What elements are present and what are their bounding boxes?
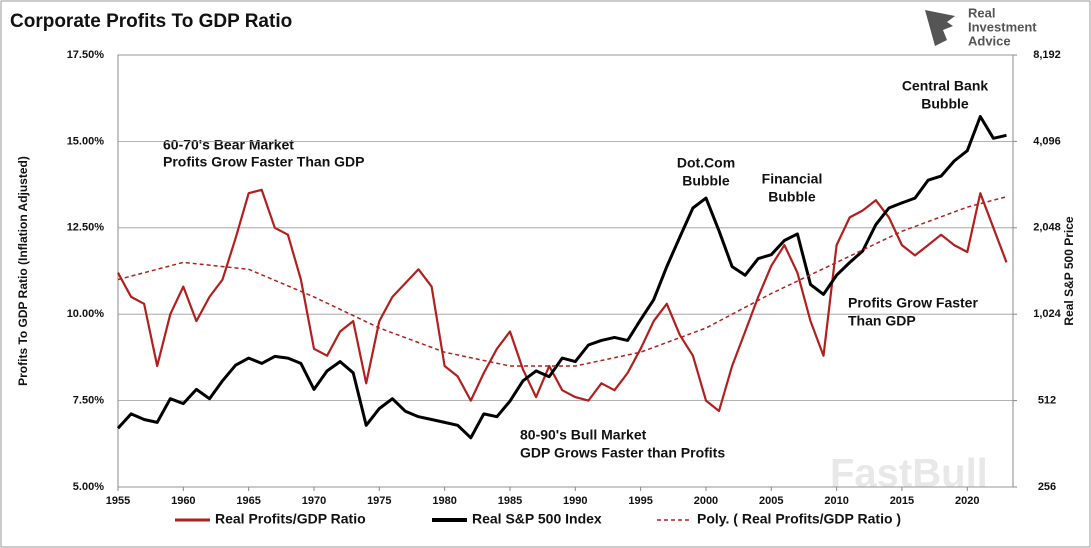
watermark: FastBull	[830, 452, 988, 496]
x-tick-label: 1960	[171, 495, 195, 507]
annotation: 80-90's Bull Market	[520, 427, 647, 443]
y2-tick-label: 1,024	[1033, 308, 1061, 320]
logo-icon	[925, 10, 955, 46]
x-tick-label: 1995	[628, 495, 652, 507]
y-tick-label: 17.50%	[67, 49, 105, 61]
annotation: Bubble	[921, 96, 969, 112]
y2-tick-label: 512	[1038, 395, 1056, 407]
x-tick-label: 1955	[106, 495, 130, 507]
y-tick-label: 7.50%	[73, 395, 104, 407]
logo-text: Real	[968, 5, 995, 20]
y-tick-label: 5.00%	[73, 481, 104, 493]
legend: Real Profits/GDP Ratio Real S&P 500 Inde…	[175, 511, 901, 527]
y2-tick-label: 256	[1038, 481, 1056, 493]
y-tick-label: 10.00%	[67, 308, 105, 320]
series-line	[117, 195, 1007, 367]
annotation: Profits Grow Faster	[848, 295, 978, 311]
annotation: Bubble	[682, 173, 730, 189]
y-tick-label: 15.00%	[67, 135, 105, 147]
x-tick-label: 2020	[955, 495, 979, 507]
x-tick-label: 1980	[432, 495, 456, 507]
annotation: Profits Grow Faster Than GDP	[163, 154, 364, 170]
y2-tick-label: 8,192	[1033, 49, 1061, 61]
series-line	[116, 115, 1007, 440]
x-tick-label: 2010	[824, 495, 848, 507]
y2-tick-label: 4,096	[1033, 135, 1061, 147]
chart-title: Corporate Profits To GDP Ratio	[10, 11, 292, 32]
logo-text: Advice	[968, 33, 1011, 48]
y-tick-label: 12.50%	[67, 222, 105, 234]
logo: Real Investment Advice	[925, 5, 1037, 48]
legend-label: Poly. ( Real Profits/GDP Ratio )	[697, 511, 901, 527]
legend-label: Real Profits/GDP Ratio	[215, 511, 366, 527]
annotation: GDP Grows Faster than Profits	[520, 445, 725, 461]
x-tick-label: 1985	[498, 495, 522, 507]
x-tick-label: 1975	[367, 495, 391, 507]
x-tick-label: 2005	[759, 495, 783, 507]
annotation: Dot.Com	[677, 155, 735, 171]
x-tick-label: 1970	[302, 495, 326, 507]
series-line	[117, 188, 1008, 413]
annotation: Financial	[762, 171, 823, 187]
annotation: Central Bank	[902, 78, 989, 94]
annotation: Than GDP	[848, 313, 916, 329]
y2-axis-title: Real S&P 500 Price	[1062, 216, 1076, 326]
x-tick-label: 1990	[563, 495, 587, 507]
y2-tick-label: 2,048	[1033, 222, 1061, 234]
x-tick-label: 1965	[236, 495, 260, 507]
x-tick-label: 2015	[890, 495, 914, 507]
annotation: Bubble	[768, 189, 816, 205]
logo-text: Investment	[968, 19, 1037, 34]
x-tick-label: 2000	[694, 495, 718, 507]
annotation: 60-70's Bear Market	[163, 137, 294, 153]
legend-label: Real S&P 500 Index	[472, 511, 602, 527]
y-axis-title: Profits To GDP Ratio (Inflation Adjusted…	[16, 156, 30, 386]
